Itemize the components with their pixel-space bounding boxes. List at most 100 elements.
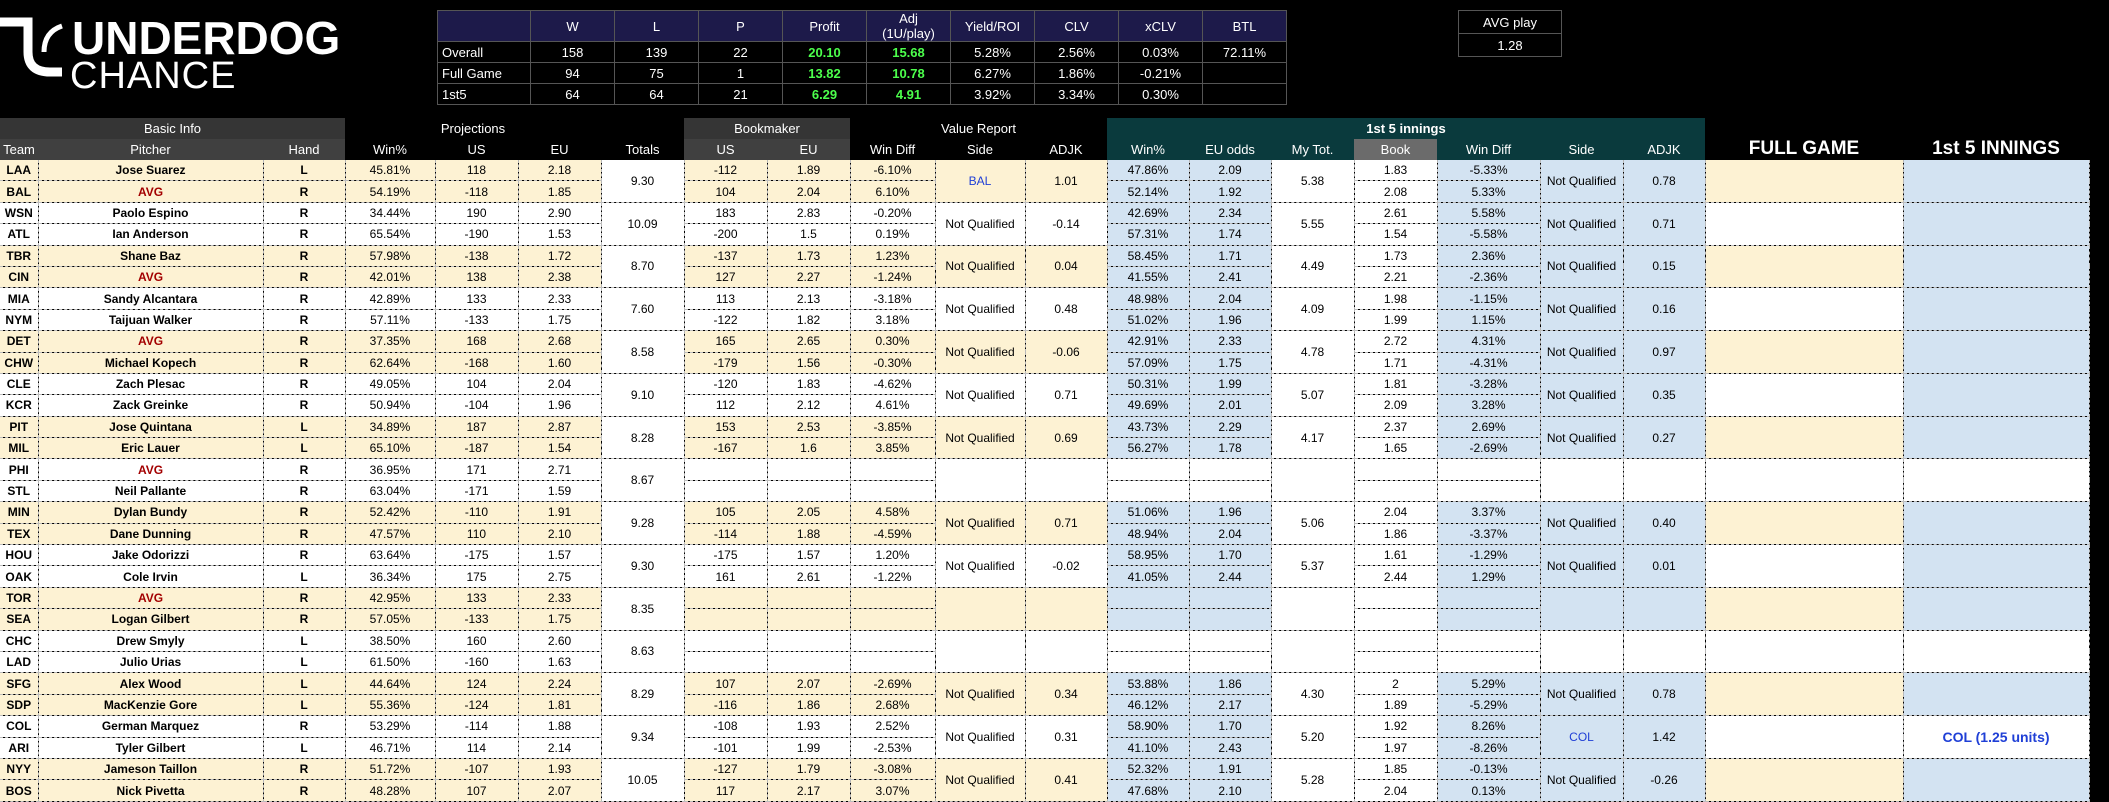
- f5-book-cell: 1.54: [1354, 223, 1438, 246]
- first-5-pick-cell: [1903, 373, 2090, 417]
- team-cell: LAA: [0, 160, 39, 182]
- team-cell: KCR: [0, 394, 39, 417]
- summary-cell: 6.29: [782, 83, 867, 105]
- f5-my-tot-cell: 4.78: [1271, 330, 1355, 374]
- f5-book-cell: 2.61: [1354, 202, 1438, 225]
- proj-eu-cell: 2.07: [518, 779, 602, 802]
- team-cell: SFG: [0, 672, 39, 695]
- summary-cell: 94: [530, 62, 615, 84]
- proj-win-cell: 53.29%: [345, 715, 436, 738]
- win-diff-cell: 4.58%: [850, 501, 936, 524]
- book-eu-cell: 2.27: [767, 266, 851, 289]
- proj-us-cell: 118: [435, 160, 519, 182]
- proj-win-cell: 37.35%: [345, 330, 436, 353]
- pitcher-cell: Paolo Espino: [38, 202, 264, 225]
- f5-eu-odds-cell: 2.33: [1189, 330, 1272, 353]
- f5-eu-odds-cell: 1.96: [1189, 501, 1272, 524]
- f5-book-cell: 1.85: [1354, 758, 1438, 781]
- adjk-cell: 0.48: [1025, 287, 1108, 332]
- book-eu-cell: [767, 651, 851, 674]
- f5-win-cell: 43.73%: [1107, 416, 1190, 439]
- adjk-cell: 1.01: [1025, 160, 1108, 203]
- proj-us-cell: 104: [435, 373, 519, 396]
- f5-eu-odds-cell: [1189, 630, 1272, 652]
- summary-cell: [1202, 83, 1287, 105]
- game-row: STL Neil Pallante R 63.04% -171 1.59: [0, 480, 2089, 503]
- hand-cell: L: [263, 416, 346, 439]
- proj-win-cell: 61.50%: [345, 651, 436, 674]
- f5-win-cell: 58.95%: [1107, 544, 1190, 567]
- win-diff-cell: 6.10%: [850, 180, 936, 203]
- f5-win-diff-cell: 5.29%: [1437, 672, 1541, 695]
- f5-win-diff-cell: [1437, 630, 1541, 652]
- f5-my-tot-cell: 4.30: [1271, 672, 1355, 717]
- f5-win-diff-cell: 2.69%: [1437, 416, 1541, 439]
- book-eu-cell: [767, 587, 851, 610]
- hand-cell: L: [263, 160, 346, 182]
- f5-win-diff-cell: -5.33%: [1437, 160, 1541, 182]
- f5-my-tot-cell: 5.07: [1271, 373, 1355, 417]
- first-5-pick-cell: [1903, 245, 2090, 289]
- f5-eu-odds-cell: 1.70: [1189, 715, 1272, 738]
- proj-eu-cell: 2.87: [518, 416, 602, 439]
- f5-win-cell: 52.32%: [1107, 758, 1190, 781]
- totals-cell: 8.29: [601, 672, 685, 717]
- side-cell: Not Qualified: [935, 330, 1026, 374]
- proj-eu-cell: 1.59: [518, 480, 602, 503]
- proj-us-cell: -133: [435, 608, 519, 631]
- full-game-pick-cell: [1705, 245, 1904, 289]
- win-diff-cell: [850, 651, 936, 674]
- team-cell: STL: [0, 480, 39, 503]
- hand-cell: R: [263, 352, 346, 374]
- proj-eu-cell: 1.53: [518, 223, 602, 246]
- book-eu-cell: 2.53: [767, 416, 851, 439]
- f5-my-tot-cell: [1271, 458, 1355, 503]
- win-diff-cell: 2.52%: [850, 715, 936, 738]
- f5-side-cell: Not Qualified: [1540, 287, 1624, 332]
- game-row: TOR AVG R 42.95% 133 2.33 8.35: [0, 587, 2090, 631]
- f5-side-cell: Not Qualified: [1540, 373, 1624, 417]
- f5-book-cell: 2.09: [1354, 394, 1438, 417]
- side-cell: Not Qualified: [935, 501, 1026, 546]
- f5-book-cell: 2.04: [1354, 779, 1438, 802]
- hand-cell: R: [263, 501, 346, 524]
- proj-win-cell: 42.01%: [345, 266, 436, 289]
- pitcher-cell: Zach Plesac: [38, 373, 264, 396]
- f5-my-tot-cell: 5.06: [1271, 501, 1355, 546]
- f5-win-diff-cell: [1437, 608, 1541, 631]
- team-cell: NYM: [0, 309, 39, 332]
- group-1st-5-innings: 1st 5 innings: [1107, 118, 1705, 139]
- full-game-pick-cell: [1705, 330, 1904, 374]
- f5-win-cell: 57.31%: [1107, 223, 1190, 246]
- f5-win-cell: 57.09%: [1107, 352, 1190, 374]
- team-cell: PIT: [0, 416, 39, 439]
- team-cell: WSN: [0, 202, 39, 225]
- f5-eu-odds-cell: 2.10: [1189, 779, 1272, 802]
- col-f5-side: Side: [1540, 139, 1623, 160]
- book-us-cell: 117: [684, 779, 768, 802]
- pitcher-cell: Neil Pallante: [38, 480, 264, 503]
- win-diff-cell: -2.69%: [850, 672, 936, 695]
- adjk-cell: 0.71: [1025, 373, 1108, 417]
- first-5-pick-cell: [1903, 501, 2090, 546]
- f5-eu-odds-cell: 1.75: [1189, 352, 1272, 374]
- adjk-cell: [1025, 458, 1108, 503]
- proj-win-cell: 65.10%: [345, 437, 436, 460]
- team-cell: LAD: [0, 651, 39, 674]
- col-totals: Totals: [601, 139, 684, 160]
- f5-book-cell: [1354, 587, 1438, 610]
- proj-win-cell: 42.89%: [345, 287, 436, 310]
- summary-header-p: P: [698, 10, 783, 42]
- win-diff-cell: 3.18%: [850, 309, 936, 332]
- book-eu-cell: 1.88: [767, 523, 851, 546]
- full-game-pick-cell: [1705, 202, 1904, 246]
- first-5-pick-cell: COL (1.25 units): [1903, 715, 2090, 759]
- f5-adjk-cell: 0.15: [1623, 245, 1706, 289]
- team-cell: TBR: [0, 245, 39, 267]
- f5-book-cell: 1.97: [1354, 737, 1438, 759]
- hand-cell: R: [263, 587, 346, 610]
- team-cell: SEA: [0, 608, 39, 631]
- book-us-cell: 105: [684, 501, 768, 524]
- f5-win-diff-cell: 2.36%: [1437, 245, 1541, 267]
- totals-cell: 8.35: [601, 587, 685, 631]
